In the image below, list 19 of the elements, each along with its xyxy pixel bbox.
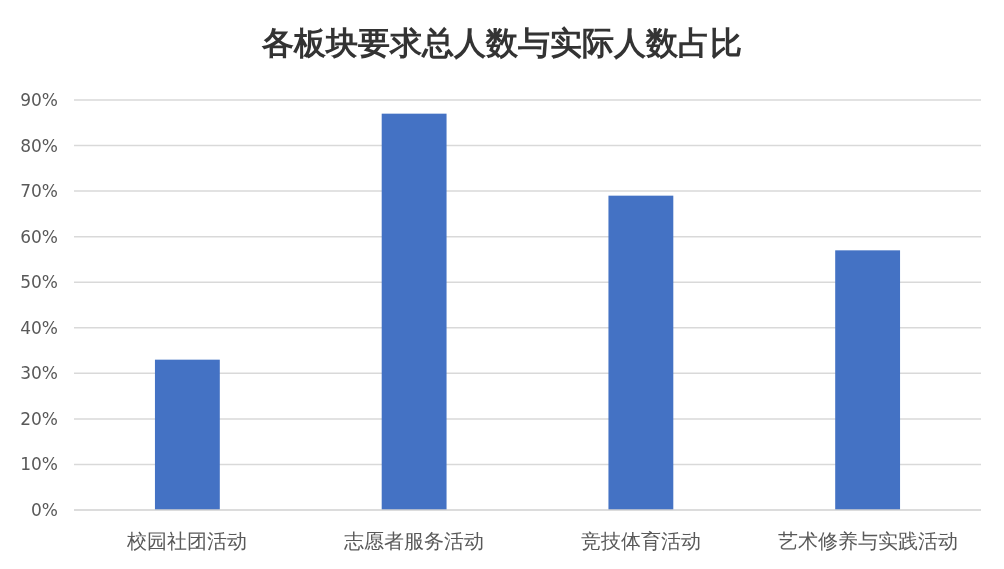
bar [835, 250, 901, 510]
y-tick-label: 90% [20, 89, 58, 110]
y-tick-label: 0% [31, 499, 58, 520]
y-tick-label: 80% [20, 135, 58, 156]
y-tick-label: 60% [20, 226, 58, 247]
x-tick-label: 志愿者服务活动 [344, 529, 485, 553]
x-tick-label: 竞技体育活动 [580, 529, 701, 553]
y-tick-label: 10% [20, 454, 58, 475]
y-tick-label: 30% [20, 363, 58, 384]
bar [608, 195, 674, 510]
y-tick-label: 70% [20, 181, 58, 202]
x-tick-label: 艺术修养与实践活动 [777, 529, 958, 553]
x-tick-label: 校园社团活动 [126, 529, 248, 553]
chart-title: 各板块要求总人数与实际人数占比 [261, 25, 742, 61]
bar [154, 359, 220, 510]
y-tick-label: 20% [20, 408, 58, 429]
y-tick-label: 40% [20, 317, 58, 338]
y-tick-label: 50% [20, 272, 58, 293]
bar [381, 113, 447, 510]
